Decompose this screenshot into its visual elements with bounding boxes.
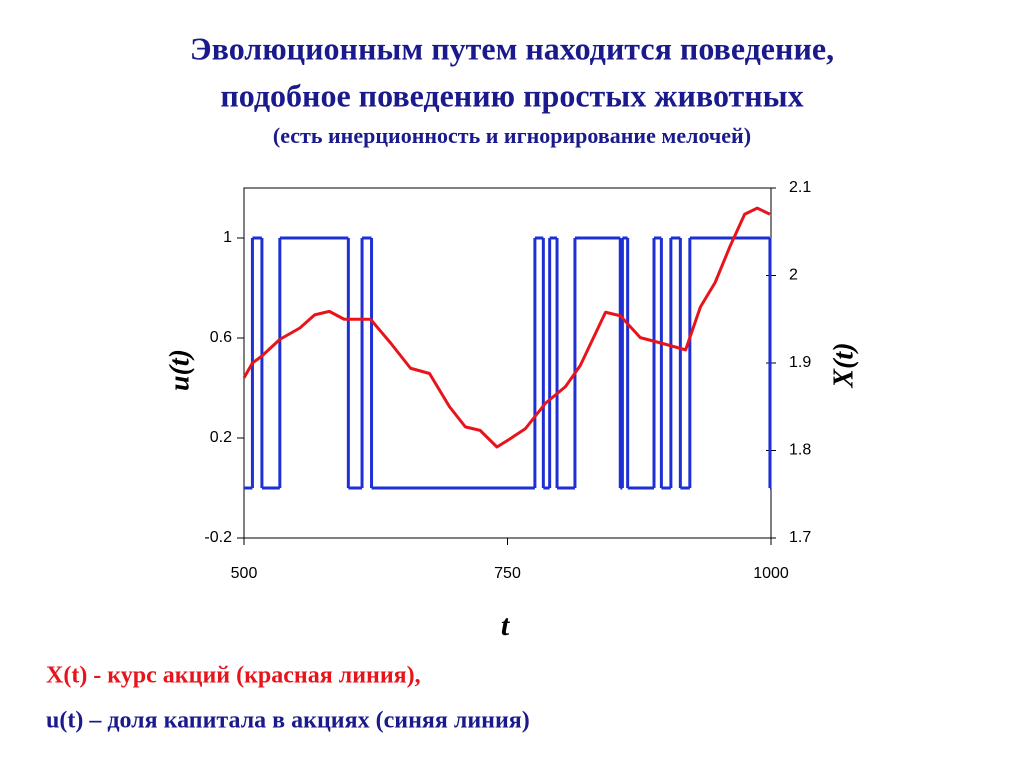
y-tick-label: 1	[223, 229, 232, 246]
title: Эволюционным путем находится поведение,	[190, 30, 834, 66]
x-tick-label: 500	[231, 565, 258, 582]
line	[242, 206, 771, 449]
y2-axis-label: X(t)	[828, 342, 859, 388]
legend-entry: u(t) – доля капитала в акциях (синяя лин…	[46, 708, 530, 734]
y2-tick-label: 2.1	[789, 179, 811, 196]
x-tick-label: 750	[494, 565, 521, 582]
y2-tick-label: 1.9	[789, 354, 811, 371]
y-tick-label: 0.2	[210, 429, 232, 446]
y2-tick-label: 2	[789, 267, 798, 284]
y2-tick-label: 1.7	[789, 529, 811, 546]
legend-entry: X(t) - курс акций (красная линия),	[46, 663, 421, 689]
y-axis-label: u(t)	[164, 349, 195, 391]
y-tick-label: -0.2	[204, 529, 232, 546]
subtitle: (есть инерционность и игнорирование мело…	[273, 123, 751, 148]
y2-tick-label: 1.8	[789, 442, 811, 459]
x-tick-label: 1000	[753, 565, 789, 582]
title: подобное поведению простых животных	[220, 77, 803, 113]
y-tick-label: 0.6	[210, 329, 232, 346]
plot-frame	[243, 187, 772, 539]
x-axis-label: t	[501, 609, 511, 642]
